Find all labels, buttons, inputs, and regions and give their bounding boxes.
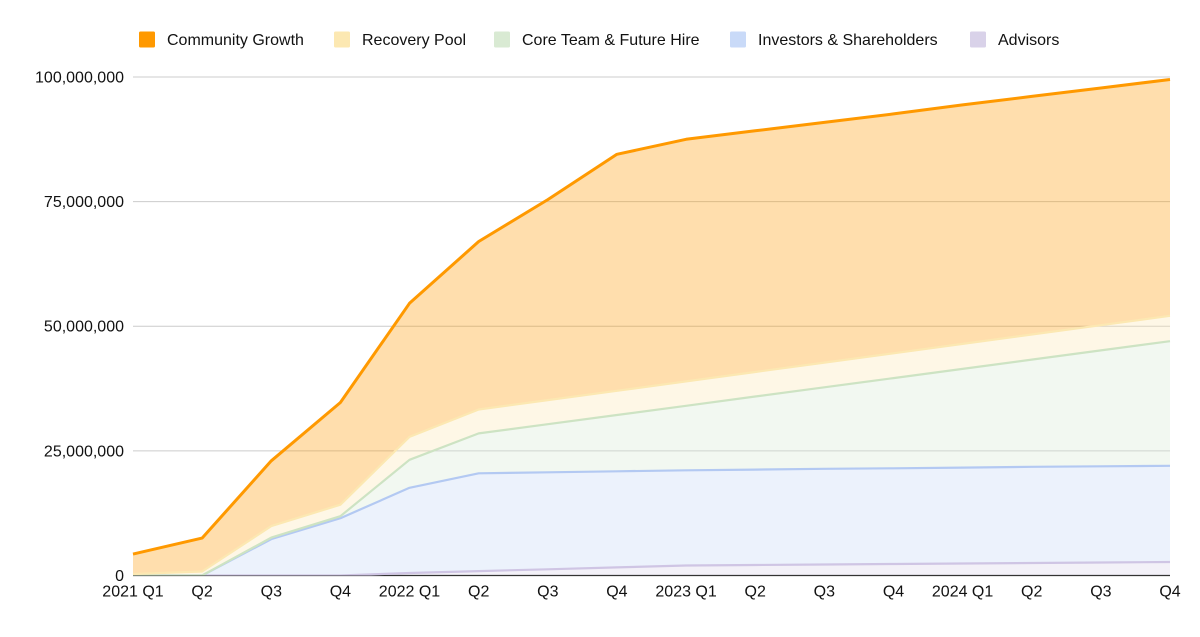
svg-text:Q2: Q2 (745, 584, 766, 601)
svg-text:Q4: Q4 (883, 584, 904, 601)
svg-text:Q3: Q3 (261, 584, 282, 601)
svg-text:Q3: Q3 (814, 584, 835, 601)
svg-text:Recovery Pool: Recovery Pool (362, 32, 466, 49)
svg-text:Q3: Q3 (1090, 584, 1111, 601)
svg-text:Q4: Q4 (330, 584, 351, 601)
svg-text:2021 Q1: 2021 Q1 (102, 584, 163, 601)
svg-text:25,000,000: 25,000,000 (44, 443, 124, 460)
svg-text:Q2: Q2 (468, 584, 489, 601)
svg-text:Advisors: Advisors (998, 32, 1059, 49)
svg-text:Community Growth: Community Growth (167, 32, 304, 49)
svg-text:2023 Q1: 2023 Q1 (655, 584, 716, 601)
svg-text:2022 Q1: 2022 Q1 (379, 584, 440, 601)
svg-text:75,000,000: 75,000,000 (44, 194, 124, 211)
svg-text:2024 Q1: 2024 Q1 (932, 584, 993, 601)
svg-text:50,000,000: 50,000,000 (44, 319, 124, 336)
svg-text:100,000,000: 100,000,000 (35, 70, 124, 87)
svg-text:Core Team & Future Hire: Core Team & Future Hire (522, 32, 700, 49)
svg-text:Q4: Q4 (606, 584, 627, 601)
svg-text:Q4: Q4 (1159, 584, 1180, 601)
svg-text:Q3: Q3 (537, 584, 558, 601)
svg-text:Investors & Shareholders: Investors & Shareholders (758, 32, 938, 49)
svg-text:Q2: Q2 (191, 584, 212, 601)
svg-text:0: 0 (115, 568, 124, 585)
svg-text:Q2: Q2 (1021, 584, 1042, 601)
